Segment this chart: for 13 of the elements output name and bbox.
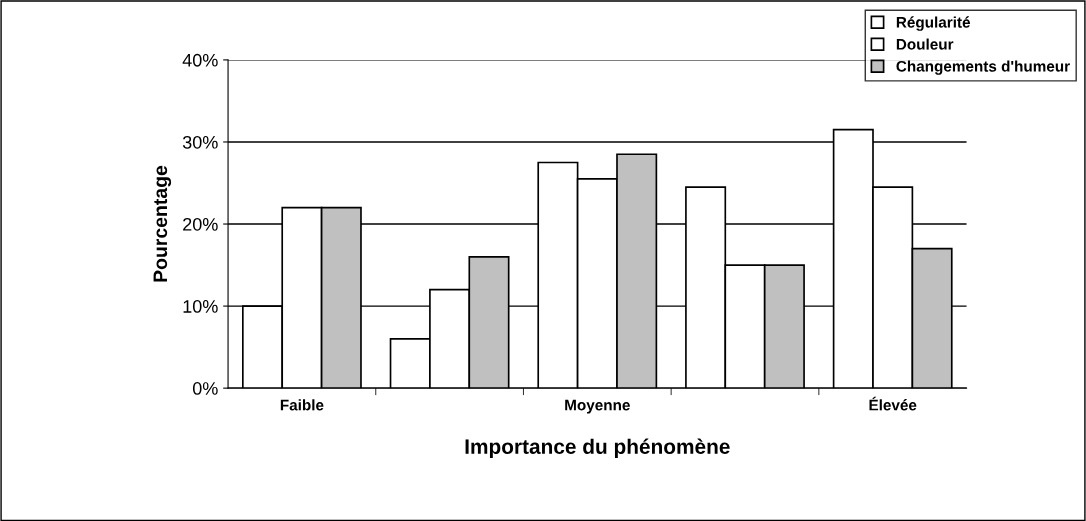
y-tick-label: 10% <box>183 300 218 313</box>
y-tick-label: 40% <box>182 53 218 67</box>
x-tick-label: Élevée <box>869 396 917 411</box>
y-tick-label: 30% <box>182 135 218 149</box>
legend-label: Changements d'humeur <box>896 60 1070 75</box>
y-tick-label: 0% <box>192 382 218 395</box>
y-axis-title: Pourcentage <box>153 165 172 282</box>
y-tick-label: 20% <box>183 217 218 231</box>
legend-label: Douleur <box>896 38 954 50</box>
x-tick-label: Moyenne <box>565 399 630 414</box>
x-axis-title: Importance du phénomène <box>465 438 730 459</box>
legend-label: Régularité <box>896 16 971 31</box>
x-tick-label: Faible <box>280 399 324 411</box>
